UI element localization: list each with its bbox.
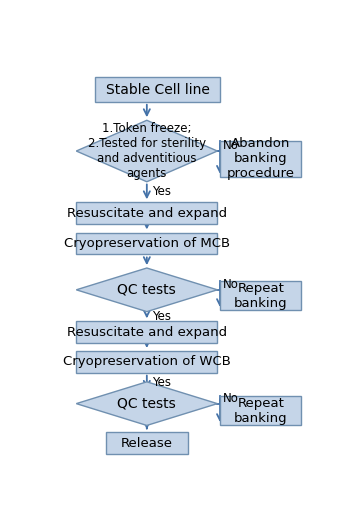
Text: QC tests: QC tests: [118, 283, 176, 297]
Polygon shape: [76, 121, 217, 182]
Text: Repeat
banking: Repeat banking: [234, 282, 288, 310]
Polygon shape: [76, 382, 217, 425]
Text: Stable Cell line: Stable Cell line: [106, 82, 210, 96]
Text: Release: Release: [121, 437, 173, 450]
Text: Yes: Yes: [152, 376, 171, 389]
Text: Yes: Yes: [152, 310, 171, 323]
FancyBboxPatch shape: [76, 351, 217, 373]
Text: No: No: [223, 392, 239, 405]
Text: Abandon
banking
procedure: Abandon banking procedure: [227, 138, 295, 180]
Text: Cryopreservation of WCB: Cryopreservation of WCB: [63, 355, 231, 369]
Text: QC tests: QC tests: [118, 397, 176, 410]
FancyBboxPatch shape: [220, 397, 301, 425]
Text: Repeat
banking: Repeat banking: [234, 397, 288, 425]
Text: No: No: [223, 278, 239, 291]
FancyBboxPatch shape: [220, 282, 301, 310]
FancyBboxPatch shape: [76, 232, 217, 254]
FancyBboxPatch shape: [106, 433, 188, 454]
Text: Resuscitate and expand: Resuscitate and expand: [67, 207, 227, 220]
Text: 1.Token freeze;
2.Tested for sterility
and adventitious
agents: 1.Token freeze; 2.Tested for sterility a…: [88, 122, 206, 180]
FancyBboxPatch shape: [95, 77, 220, 102]
Text: Resuscitate and expand: Resuscitate and expand: [67, 326, 227, 339]
Text: Cryopreservation of MCB: Cryopreservation of MCB: [64, 237, 230, 250]
Polygon shape: [76, 268, 217, 312]
FancyBboxPatch shape: [220, 141, 301, 177]
Text: Yes: Yes: [152, 185, 171, 198]
Text: No: No: [223, 140, 239, 152]
FancyBboxPatch shape: [76, 202, 217, 224]
FancyBboxPatch shape: [76, 321, 217, 343]
